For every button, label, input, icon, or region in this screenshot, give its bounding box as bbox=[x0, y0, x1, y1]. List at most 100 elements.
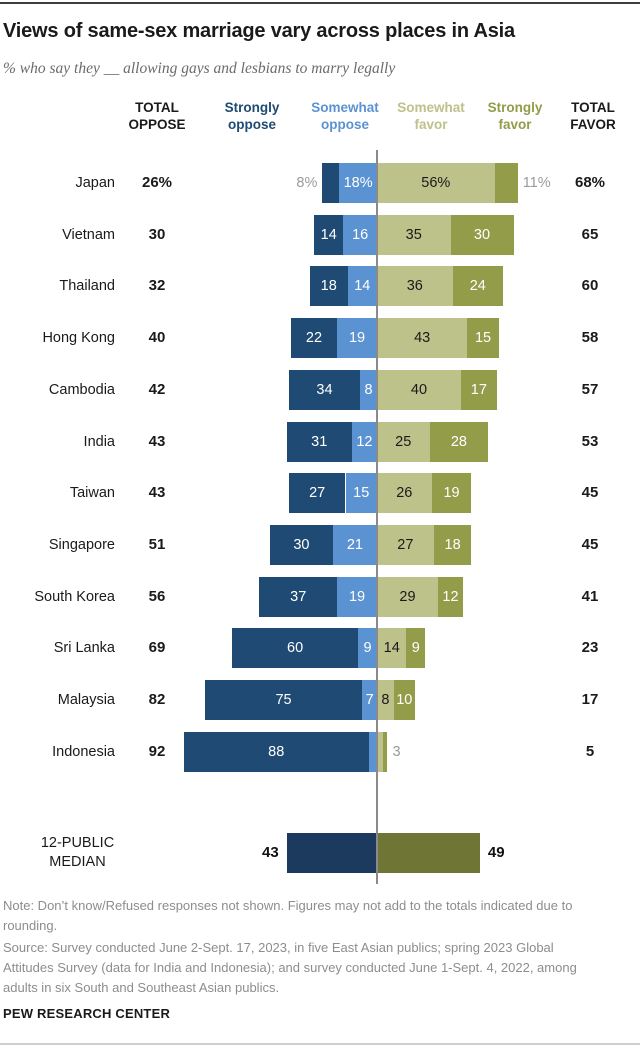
segment-label: 56% bbox=[421, 175, 451, 191]
segment-label: 24 bbox=[469, 278, 486, 294]
bottom-rule bbox=[0, 1043, 640, 1045]
bar-segment-somewhat-oppose: 9 bbox=[358, 628, 377, 668]
chart-row: Hong Kong 40 22 19 43 15 58 bbox=[0, 318, 640, 358]
chart-row: South Korea 56 37 19 29 12 41 bbox=[0, 577, 640, 617]
segment-label: 18% bbox=[343, 175, 373, 191]
chart-row: Malaysia 82 75 7 8 10 17 bbox=[0, 680, 640, 720]
segment-label: 35 bbox=[405, 227, 422, 243]
country-label: Cambodia bbox=[48, 382, 115, 398]
segment-label: 30 bbox=[293, 537, 310, 553]
total-favor-value: 5 bbox=[585, 743, 595, 760]
bar-segment-somewhat-oppose: 21 bbox=[332, 525, 377, 565]
bar-segment-somewhat-oppose: 15 bbox=[345, 473, 377, 513]
bar-segment-strongly-favor bbox=[383, 732, 388, 772]
outside-label-left: 8% bbox=[296, 175, 318, 191]
chart-row: Japan 26% 18% 56% 8% 11% 68% bbox=[0, 163, 640, 203]
bar-segment-somewhat-favor: 25 bbox=[377, 422, 430, 462]
total-favor-value: 68% bbox=[574, 174, 606, 191]
chart-row: Indonesia 92 88 3 5 bbox=[0, 732, 640, 772]
column-header-total-favor: TOTAL FAVOR bbox=[570, 100, 616, 132]
country-label: Malaysia bbox=[57, 692, 115, 708]
column-header-strongly-oppose: Strongly oppose bbox=[224, 100, 280, 132]
bar-segment-strongly-favor: 12 bbox=[437, 577, 464, 617]
segment-label: 31 bbox=[311, 434, 328, 450]
bar-segment-strongly-oppose: 30 bbox=[269, 525, 333, 565]
total-favor-value: 57 bbox=[581, 381, 599, 398]
total-favor-value: 45 bbox=[581, 536, 599, 553]
total-favor-value: 17 bbox=[581, 691, 599, 708]
total-favor-value: 53 bbox=[581, 433, 599, 450]
country-label: South Korea bbox=[34, 589, 115, 605]
total-favor-value: 65 bbox=[581, 226, 599, 243]
chart-row: Sri Lanka 69 60 9 14 9 23 bbox=[0, 628, 640, 668]
segment-label: 40 bbox=[410, 382, 428, 398]
total-oppose-value: 43 bbox=[148, 433, 166, 450]
bar-segment-somewhat-oppose: 8 bbox=[360, 370, 377, 410]
bar-segment-strongly-favor: 28 bbox=[429, 422, 489, 462]
median-row: 12-PUBLIC MEDIAN 43 49 bbox=[0, 833, 640, 873]
total-favor-value: 41 bbox=[581, 588, 599, 605]
bar-segment-strongly-oppose: 34 bbox=[288, 370, 361, 410]
source-text: Source: Survey conducted June 2-Sept. 17… bbox=[3, 940, 577, 995]
chart-title: Views of same-sex marriage vary across p… bbox=[3, 20, 515, 42]
bar-segment-strongly-oppose bbox=[322, 163, 340, 203]
bar-segment-strongly-favor bbox=[494, 163, 518, 203]
segment-label: 75 bbox=[275, 692, 292, 708]
top-rule bbox=[0, 2, 640, 4]
bar-segment-somewhat-oppose: 14 bbox=[347, 266, 377, 306]
total-favor-value: 58 bbox=[581, 329, 599, 346]
bar-segment-somewhat-favor: 26 bbox=[377, 473, 432, 513]
segment-label: 19 bbox=[348, 589, 366, 605]
segment-label: 15 bbox=[353, 485, 370, 501]
outside-label-right: 11% bbox=[522, 175, 551, 191]
bar-segment-somewhat-favor: 36 bbox=[377, 266, 453, 306]
chart-subtitle: % who say they __ allowing gays and lesb… bbox=[3, 60, 396, 77]
segment-label: 29 bbox=[399, 589, 416, 605]
segment-label: 19 bbox=[443, 485, 460, 501]
segment-label: 22 bbox=[305, 330, 323, 346]
column-header-somewhat-oppose: Somewhat oppose bbox=[311, 100, 379, 132]
segment-label: 12 bbox=[442, 589, 459, 605]
bar-segment-somewhat-favor: 43 bbox=[377, 318, 468, 358]
bar-segment-strongly-oppose: 31 bbox=[286, 422, 352, 462]
bar-segment-strongly-oppose: 88 bbox=[183, 732, 369, 772]
bar-segment-somewhat-favor: 14 bbox=[377, 628, 407, 668]
median-label: 12-PUBLIC MEDIAN bbox=[40, 835, 115, 870]
column-header-somewhat-favor: Somewhat favor bbox=[397, 100, 465, 132]
segment-label: 15 bbox=[474, 330, 492, 346]
total-oppose-value: 42 bbox=[148, 381, 166, 398]
bar-segment-somewhat-favor: 35 bbox=[377, 215, 451, 255]
bar-segment-somewhat-favor bbox=[377, 732, 384, 772]
segment-label: 43 bbox=[414, 330, 431, 346]
segment-label: 7 bbox=[365, 692, 374, 708]
total-oppose-value: 56 bbox=[148, 588, 166, 605]
segment-label: 28 bbox=[450, 434, 467, 450]
chart-row: Cambodia 42 34 8 40 17 57 bbox=[0, 370, 640, 410]
segment-label: 34 bbox=[316, 382, 333, 398]
bar-segment-strongly-oppose: 37 bbox=[259, 577, 338, 617]
bar-segment-somewhat-oppose: 16 bbox=[343, 215, 377, 255]
segment-label: 27 bbox=[397, 537, 414, 553]
segment-label: 27 bbox=[309, 485, 326, 501]
total-oppose-value: 26% bbox=[141, 174, 173, 191]
column-header-total-oppose: TOTAL OPPOSE bbox=[128, 100, 186, 132]
segment-label: 88 bbox=[268, 744, 285, 760]
zero-axis-line bbox=[376, 150, 378, 884]
total-oppose-value: 32 bbox=[148, 277, 166, 294]
median-favor-value: 49 bbox=[487, 844, 505, 861]
segment-label: 16 bbox=[352, 227, 369, 243]
total-oppose-value: 30 bbox=[148, 226, 166, 243]
segment-label: 25 bbox=[395, 434, 412, 450]
outside-label-right: 3 bbox=[392, 744, 401, 760]
total-oppose-value: 43 bbox=[148, 484, 166, 501]
segment-label: 17 bbox=[470, 382, 487, 398]
total-favor-value: 45 bbox=[581, 484, 599, 501]
median-oppose-value: 43 bbox=[262, 844, 279, 861]
segment-label: 36 bbox=[406, 278, 423, 294]
bar-segment-strongly-favor: 10 bbox=[393, 680, 415, 720]
segment-label: 12 bbox=[356, 434, 373, 450]
segment-label: 14 bbox=[383, 640, 400, 656]
chart-row: Singapore 51 30 21 27 18 45 bbox=[0, 525, 640, 565]
bar-segment-somewhat-favor: 8 bbox=[377, 680, 394, 720]
